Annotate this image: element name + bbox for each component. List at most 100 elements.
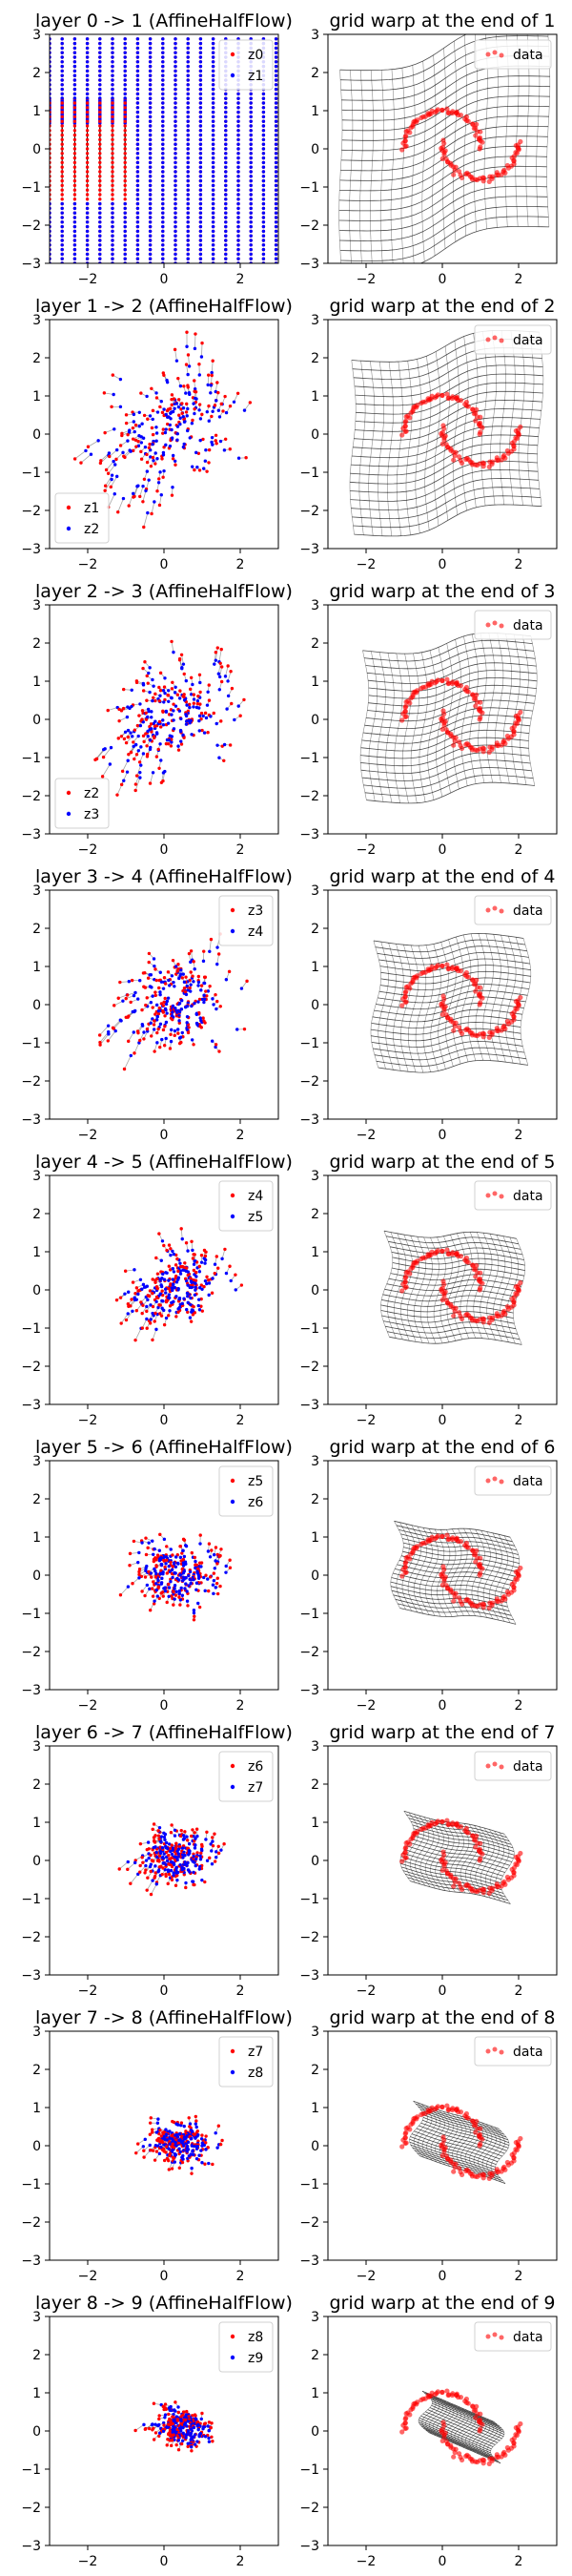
scatter-point xyxy=(193,379,196,383)
scatter-point xyxy=(98,96,102,100)
scatter-point xyxy=(123,133,127,137)
scatter-point xyxy=(123,216,127,219)
scatter-point xyxy=(236,96,240,100)
scatter-point xyxy=(215,945,219,949)
scatter-point xyxy=(60,119,64,123)
scatter-point xyxy=(211,175,215,178)
scatter-point xyxy=(85,37,90,41)
scatter-point xyxy=(103,488,107,492)
scatter-point xyxy=(148,110,153,114)
scatter-point xyxy=(160,457,164,461)
flow-link xyxy=(108,707,118,711)
scatter-point xyxy=(60,156,64,160)
scatter-point xyxy=(106,1039,110,1043)
scatter-point xyxy=(236,129,240,133)
scatter-point xyxy=(274,243,278,247)
scatter-point xyxy=(186,87,190,92)
scatter-point xyxy=(98,55,102,59)
y-tick-label: −3 xyxy=(21,827,41,842)
scatter-point xyxy=(167,1278,171,1282)
scatter-point xyxy=(261,152,266,156)
scatter-point xyxy=(72,101,77,105)
scatter-point xyxy=(203,1257,208,1262)
scatter-point xyxy=(161,55,165,59)
scatter-point xyxy=(135,165,140,169)
scatter-point xyxy=(151,432,155,437)
scatter-point xyxy=(161,165,165,169)
scatter-point xyxy=(168,1309,172,1313)
scatter-point xyxy=(161,1010,166,1014)
scatter-point xyxy=(261,257,266,260)
scatter-point xyxy=(172,709,175,713)
scatter-point xyxy=(112,491,116,496)
scatter-point xyxy=(211,106,215,110)
scatter-point xyxy=(274,211,278,215)
scatter-point xyxy=(174,197,177,201)
scatter-point xyxy=(224,119,228,123)
scatter-point xyxy=(106,471,111,475)
scatter-point xyxy=(186,96,190,100)
y-tick-label: 1 xyxy=(32,389,41,405)
scatter-point xyxy=(249,92,253,96)
scatter-point xyxy=(194,1288,197,1292)
scatter-point xyxy=(214,1045,217,1049)
scatter-point xyxy=(156,1027,160,1031)
scatter-point xyxy=(85,197,90,201)
scatter-point xyxy=(145,1326,149,1330)
scatter-point xyxy=(224,165,228,169)
scatter-point xyxy=(211,443,214,447)
scatter-point xyxy=(85,243,90,247)
scatter-point xyxy=(123,69,127,73)
scatter-point xyxy=(174,41,177,46)
scatter-point xyxy=(161,96,165,100)
y-tick-label: 3 xyxy=(32,598,41,613)
scatter-point xyxy=(60,69,64,73)
scatter-point xyxy=(123,193,127,197)
scatter-point xyxy=(124,413,129,417)
scatter-point xyxy=(214,992,217,997)
scatter-point xyxy=(236,243,240,247)
scatter-point xyxy=(112,459,115,464)
scatter-point xyxy=(174,46,177,51)
scatter-point xyxy=(154,391,158,395)
scatter-point xyxy=(134,445,138,448)
scatter-point xyxy=(123,41,127,46)
scatter-point xyxy=(172,980,175,985)
scatter-point xyxy=(135,37,140,41)
scatter-point xyxy=(236,229,240,234)
scatter-point xyxy=(222,448,227,452)
scatter-point xyxy=(211,64,215,69)
scatter-point xyxy=(60,229,64,234)
scatter-point xyxy=(216,390,220,395)
scatter-point xyxy=(198,193,203,197)
scatter-point xyxy=(174,206,177,211)
scatter-point xyxy=(214,1043,218,1047)
scatter-point xyxy=(138,702,142,706)
scatter-point xyxy=(127,980,132,984)
scatter-point xyxy=(198,96,203,100)
scatter-point xyxy=(229,1278,233,1283)
scatter-point xyxy=(198,46,203,51)
scatter-point xyxy=(141,689,146,693)
legend-label: z4 xyxy=(248,1189,263,1204)
scatter-point xyxy=(142,739,146,744)
y-tick-label: −3 xyxy=(21,542,41,557)
scatter-point xyxy=(60,64,64,69)
scatter-point xyxy=(72,69,77,73)
scatter-point xyxy=(111,216,114,219)
scatter-point xyxy=(174,114,177,119)
scatter-point xyxy=(72,96,77,100)
scatter-point xyxy=(132,993,136,998)
scatter-point xyxy=(199,1304,203,1308)
scatter-point xyxy=(111,160,114,165)
scatter-point xyxy=(261,133,266,137)
scatter-point xyxy=(136,439,140,444)
scatter-point xyxy=(200,728,204,733)
scatter-point xyxy=(186,137,190,142)
scatter-point xyxy=(198,229,203,234)
scatter-point xyxy=(205,409,209,414)
scatter-point xyxy=(214,399,218,403)
scatter-point xyxy=(174,216,177,219)
scatter-point xyxy=(179,739,183,743)
scatter-point xyxy=(202,731,207,735)
